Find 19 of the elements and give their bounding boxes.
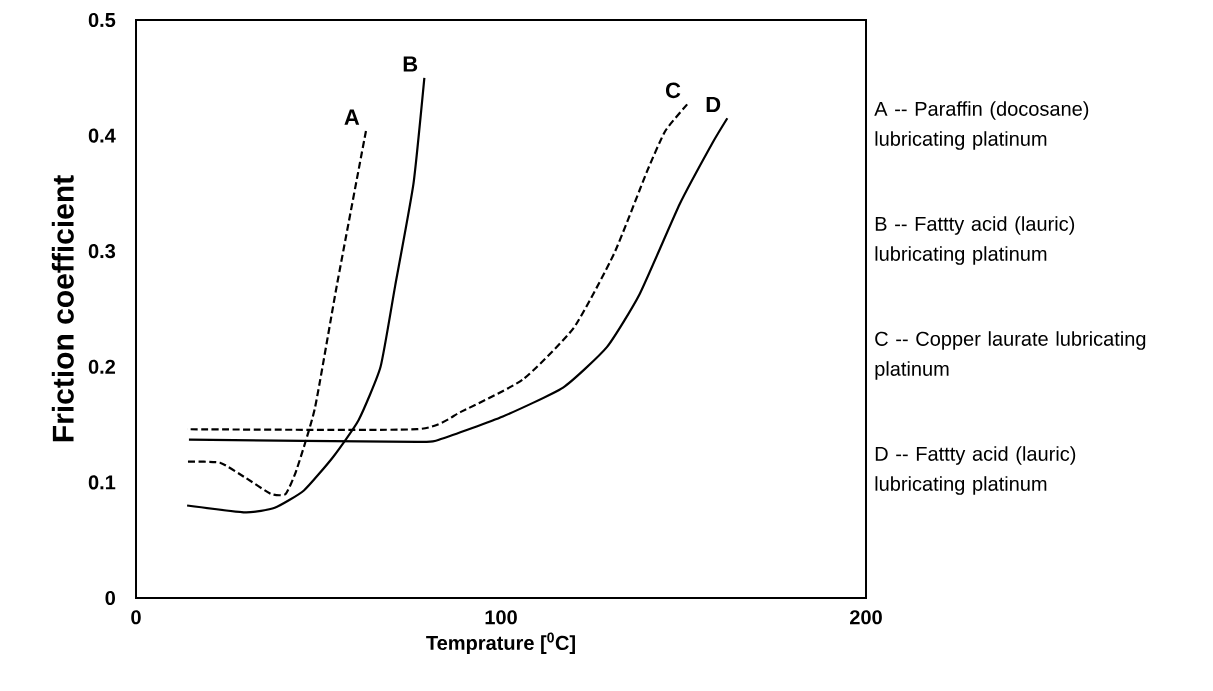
y-axis-title: Friction coefficient [51, 175, 74, 442]
series-label: D [706, 96, 721, 113]
y-tick-label: 0.1 [88, 475, 116, 490]
y-tick-label: 0.2 [88, 359, 116, 374]
text: B -- Fattty acid (lauric) lubricating platinum [875, 216, 1075, 265]
text: D -- Fattty acid (lauric) lubricating platinum [875, 446, 1076, 495]
x-tick-label: 100 [485, 610, 517, 625]
x-tick-label: 200 [850, 610, 882, 625]
series-label: C [665, 82, 681, 99]
series-label: B [403, 56, 418, 72]
series-label: A [344, 109, 360, 125]
x-axis-title: Temprature [$^{0}$C] [426, 632, 575, 654]
text: A -- Paraffin (docosane) lubricating platinum [874, 101, 1089, 150]
x-tick-label: 0 [131, 610, 141, 625]
y-tick-label: 0 [105, 590, 115, 606]
y-tick-label: 0.4 [88, 128, 116, 143]
y-tick-label: 0.3 [88, 244, 116, 259]
y-tick-label: 0.5 [88, 12, 116, 28]
text: C -- Copper laurate lubricating platinum [875, 331, 1146, 380]
